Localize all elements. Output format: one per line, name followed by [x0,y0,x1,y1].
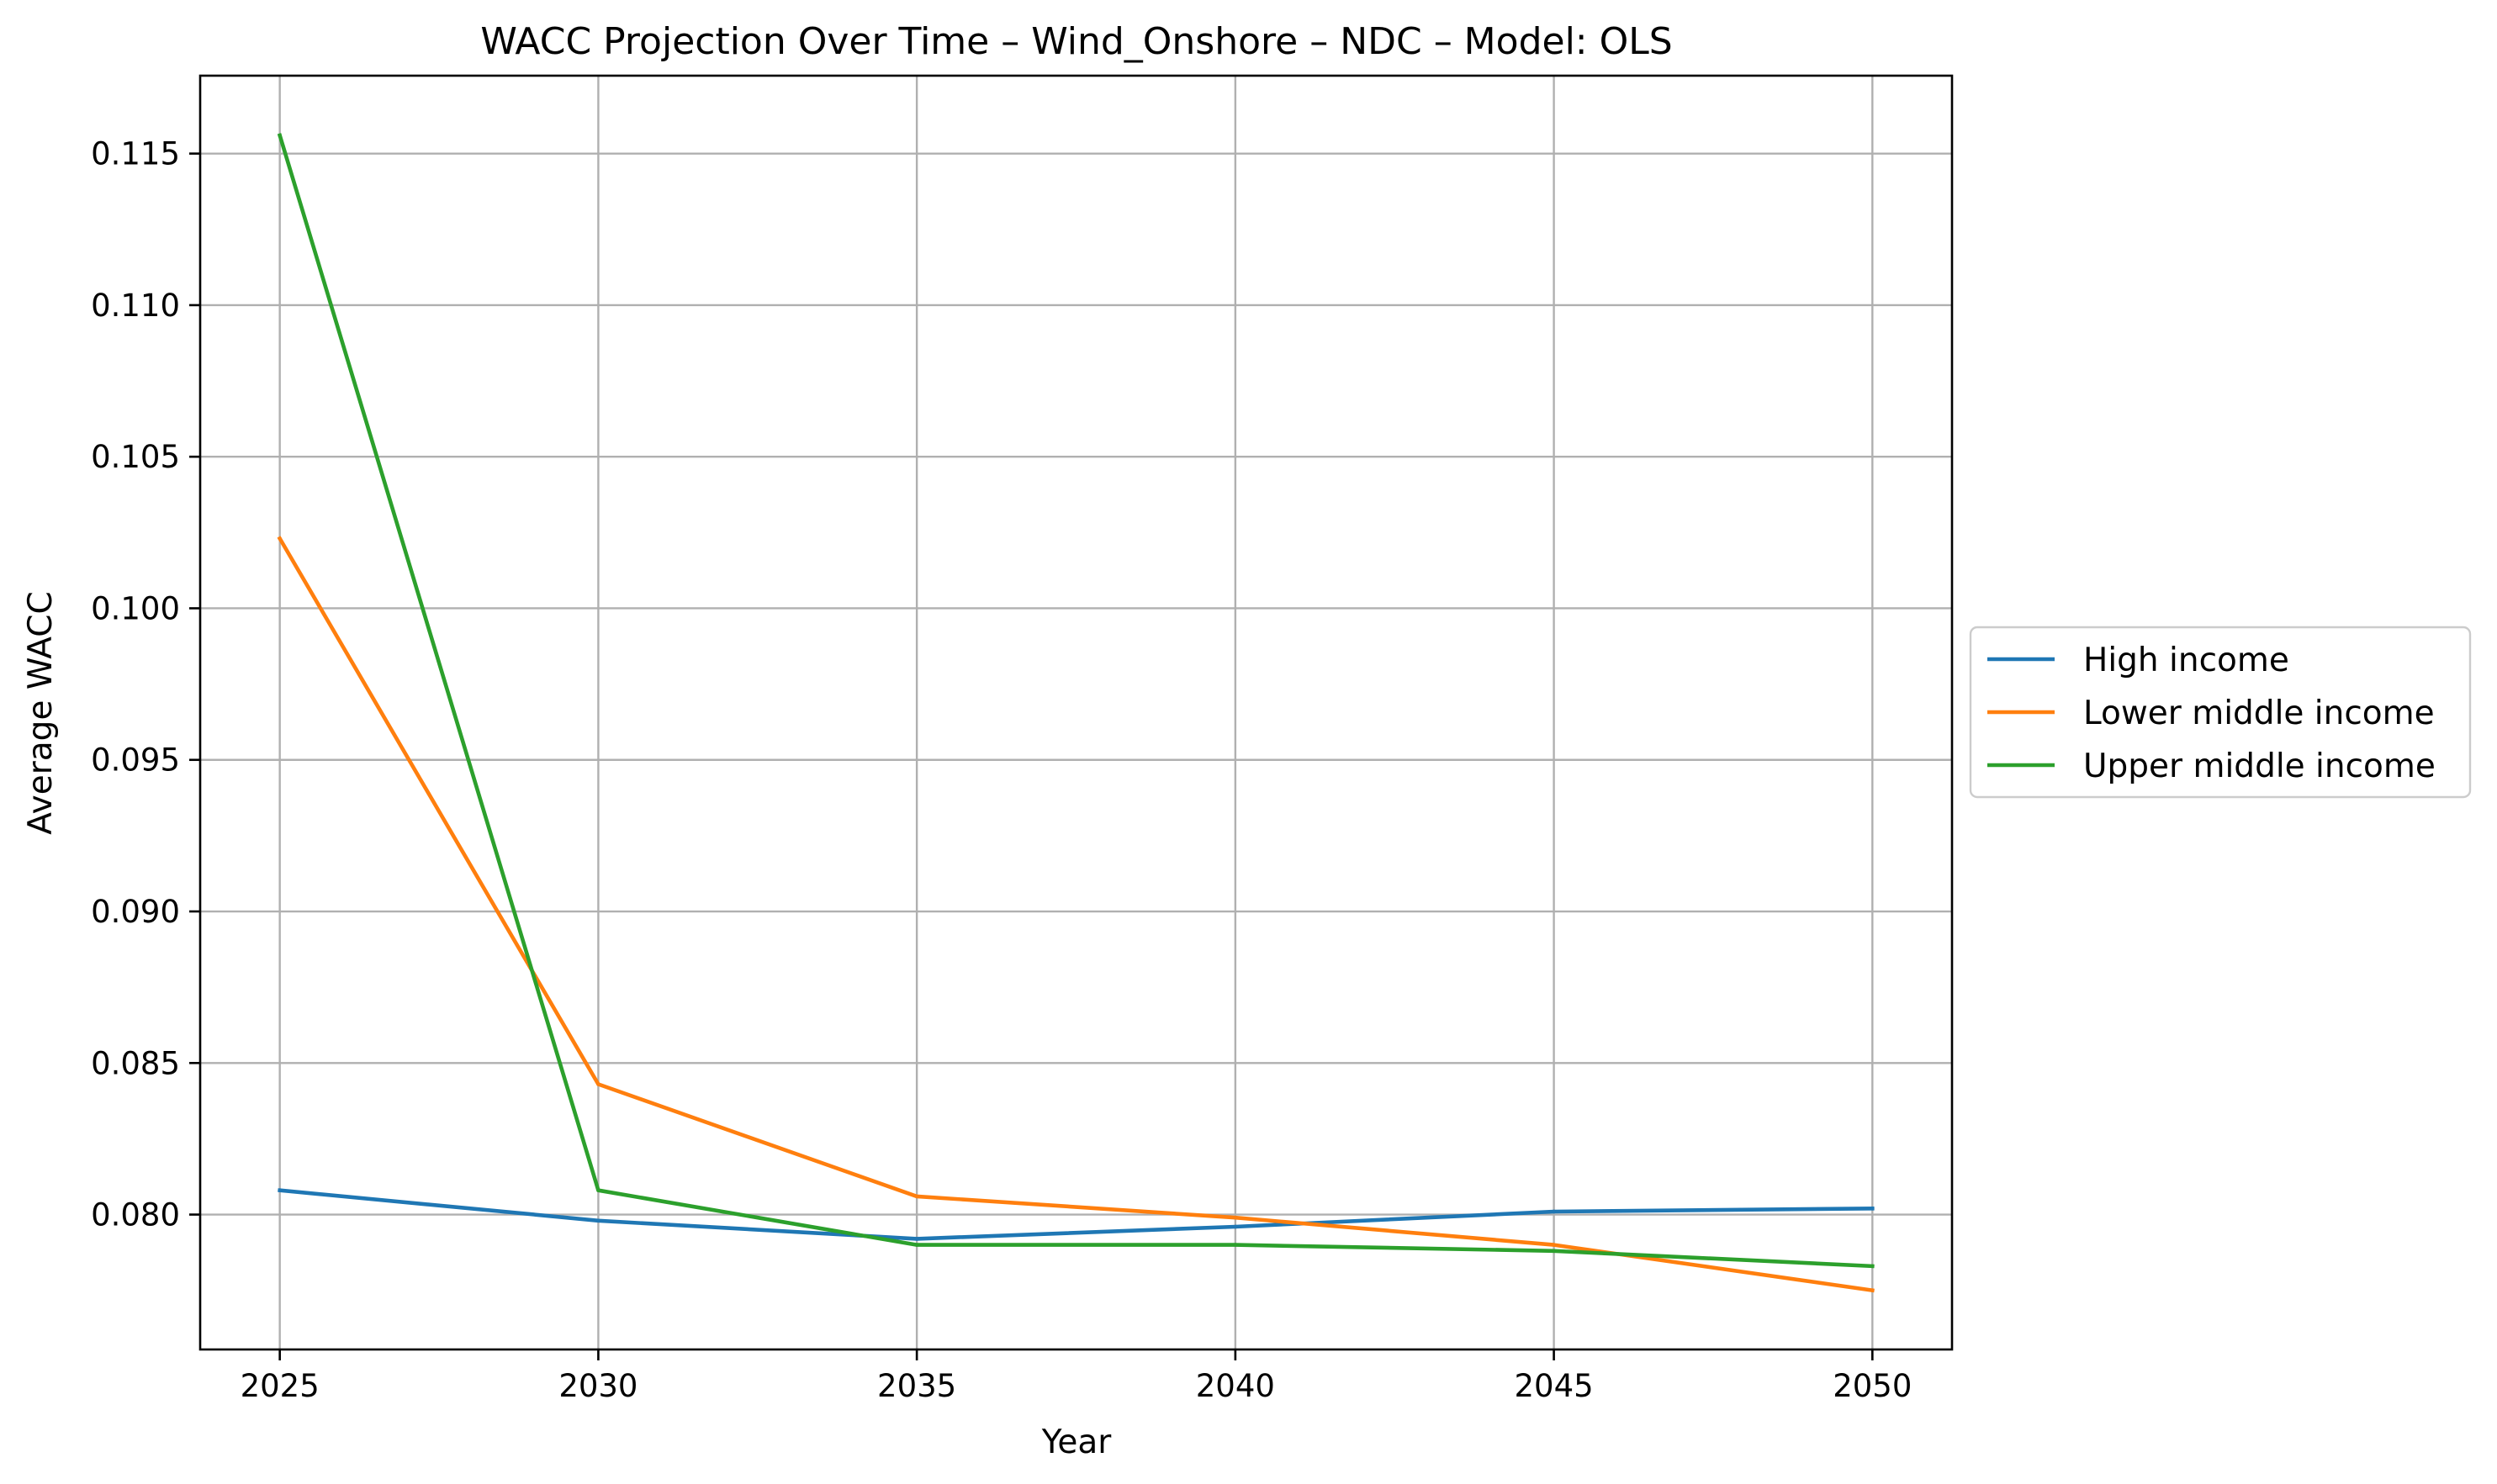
data-point-high-income [1552,1209,1556,1214]
x-tick-label: 2035 [877,1368,956,1404]
data-point-high-income [596,1218,600,1223]
data-point-high-income [278,1188,283,1192]
y-tick-label: 0.090 [91,894,180,930]
legend: High income Lower middle income Upper midd… [1969,626,2472,799]
data-point-upper-middle-income [1870,1264,1875,1269]
legend-label-high-income: High income [2083,642,2289,679]
data-point-upper-middle-income [596,1188,600,1192]
legend-label-upper-middle-income: Upper middle income [2083,747,2436,785]
x-tick-label: 2030 [558,1368,637,1404]
data-point-upper-middle-income [278,133,283,138]
x-tick-label: 2040 [1196,1368,1275,1404]
x-tick-label: 2045 [1515,1368,1594,1404]
data-point-upper-middle-income [914,1243,919,1247]
x-axis-ticks: 2025 2030 2035 2040 2045 2050 [241,1349,1912,1404]
y-tick-label: 0.105 [91,439,180,475]
y-tick-label: 0.115 [91,136,180,172]
y-axis-ticks: 0.080 0.085 0.090 0.095 0.100 0.105 0.110 0.115 [91,136,200,1233]
y-tick-label: 0.110 [91,288,180,324]
data-point-lower-middle-income [1552,1243,1556,1247]
series-line-high-income [278,1188,1875,1241]
legend-box [1969,626,2472,799]
y-tick-label: 0.085 [91,1045,180,1081]
x-tick-label: 2025 [241,1368,320,1404]
series-lines [277,133,1875,1293]
data-point-lower-middle-income [1233,1215,1238,1220]
legend-label-lower-middle-income: Lower middle income [2083,694,2435,732]
grid-lines [200,76,1952,1349]
data-point-high-income [914,1237,919,1241]
x-axis-label: Year [1041,1423,1113,1461]
data-point-high-income [1233,1224,1238,1229]
series-line-upper-middle-income [277,133,1875,1269]
data-point-upper-middle-income [1233,1243,1238,1247]
chart-title: WACC Projection Over Time – Wind_Onshore… [480,20,1672,63]
x-tick-label: 2050 [1833,1368,1912,1404]
y-tick-label: 0.095 [91,742,180,779]
data-point-lower-middle-income [278,536,283,541]
data-point-lower-middle-income [1870,1288,1875,1292]
y-tick-label: 0.080 [91,1197,180,1233]
y-axis-label: Average WACC [22,591,60,834]
data-point-lower-middle-income [596,1082,600,1086]
data-point-lower-middle-income [914,1194,919,1199]
data-point-high-income [1870,1207,1875,1211]
plot-frame [198,74,1954,1351]
y-tick-label: 0.100 [91,590,180,626]
data-point-upper-middle-income [1552,1249,1556,1254]
